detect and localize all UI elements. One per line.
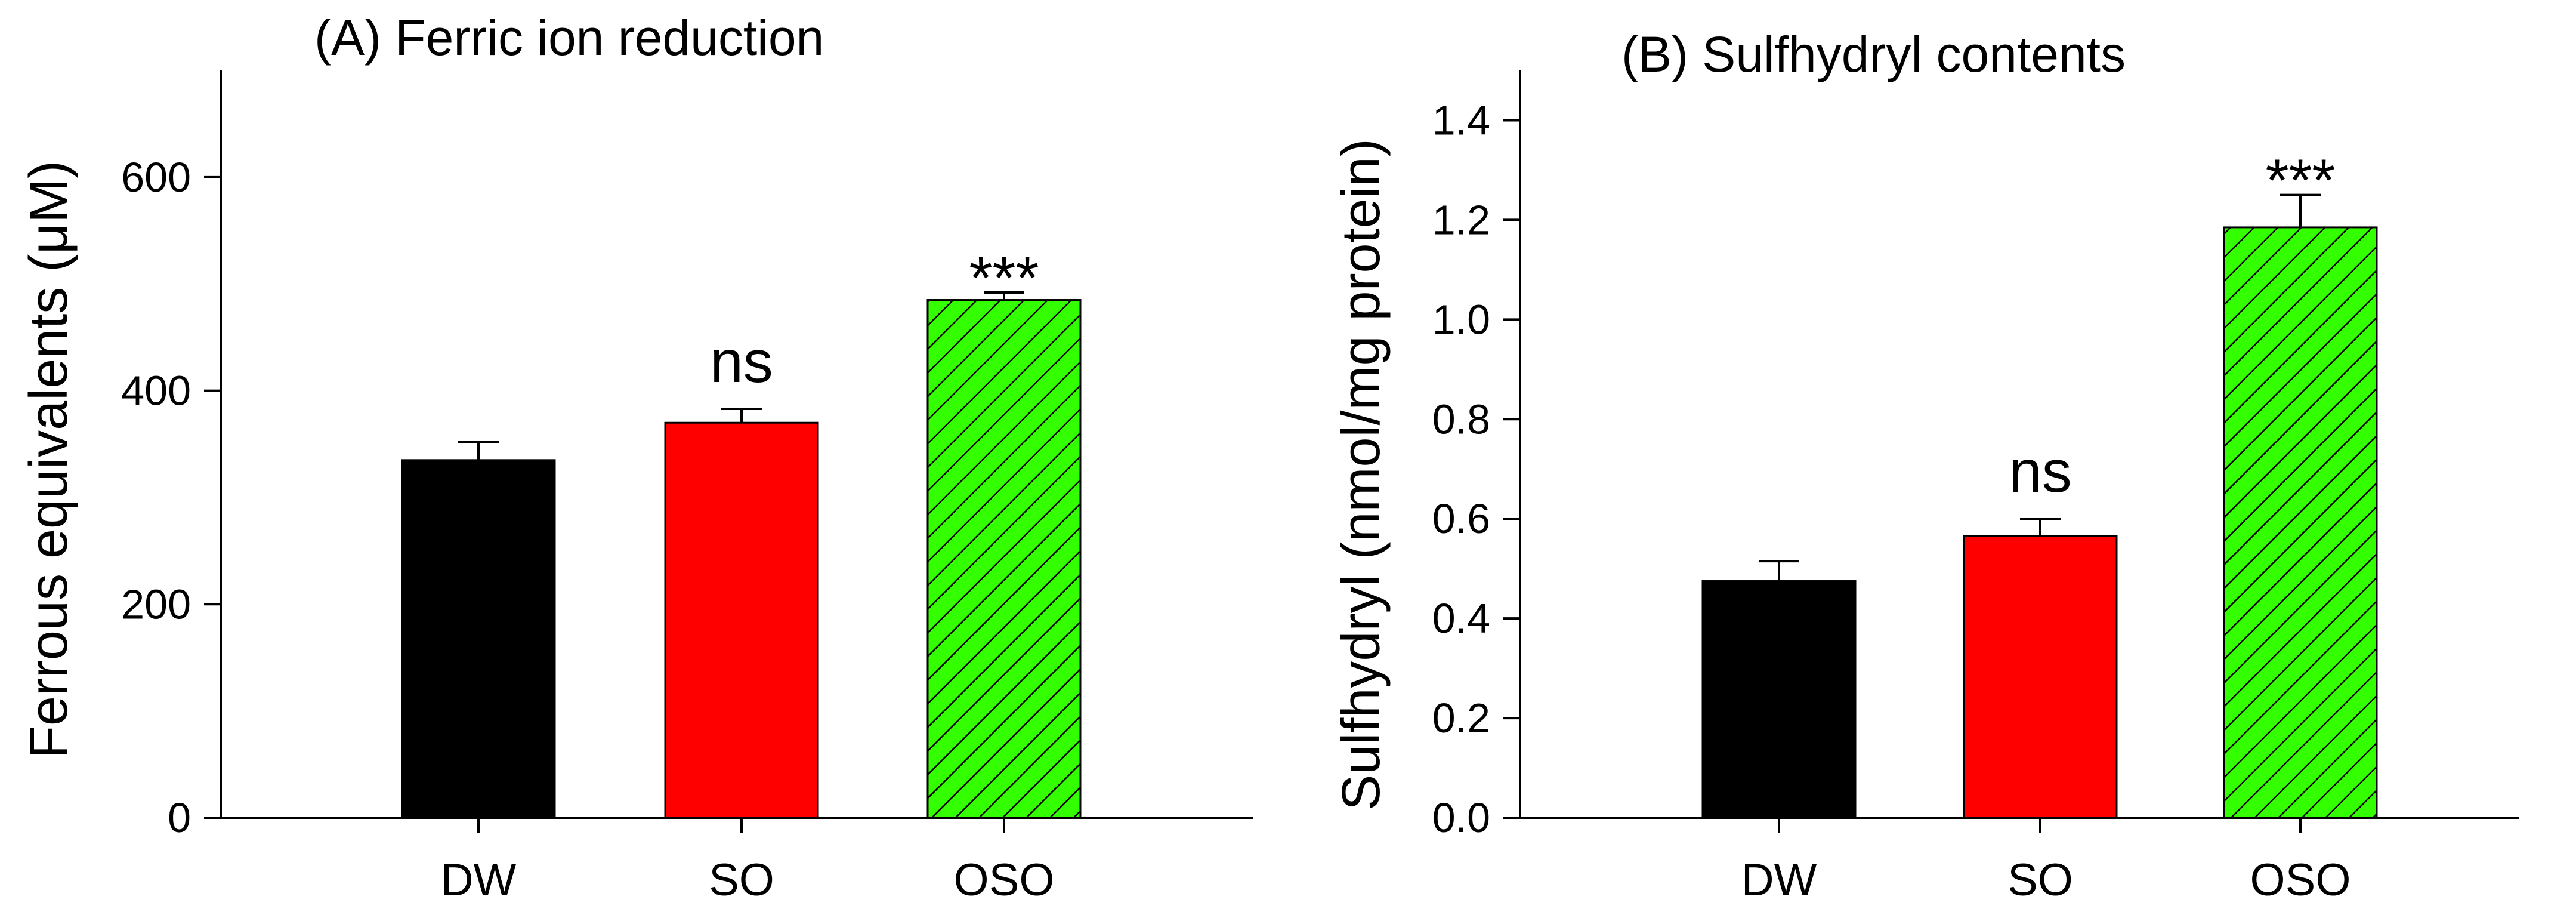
- panel-a-category-label-dw: DW: [441, 855, 517, 905]
- panel-a-plot-area: 0 200 400 600 DW SO ns OSO ***: [121, 70, 1253, 905]
- panel-a-title: (A) Ferric ion reduction: [314, 10, 824, 66]
- panel-b-significance-so: ns: [2009, 438, 2072, 505]
- panel-b-category-label-dw: DW: [1741, 855, 1817, 905]
- panel-b-category-label-oso: OSO: [2250, 855, 2351, 905]
- panel-a-y-axis-label: Ferrous equivalents (μM): [19, 161, 79, 759]
- panel-b-y-tick-label: 0.2: [1432, 695, 1490, 741]
- panel-a-significance-oso: ***: [969, 245, 1039, 312]
- panel-b-plot-area: 0.0 0.2 0.4 0.6 0.8 1.0 1.2 1.4 DW SO ns OSO ***: [1432, 70, 2519, 905]
- panel-a: (A) Ferric ion reduction Ferrous equival…: [19, 10, 1253, 905]
- panel-a-y-tick-label: 200: [121, 581, 191, 627]
- panel-a-y-tick-label: 600: [121, 154, 191, 201]
- panel-a-category-label-oso: OSO: [954, 855, 1055, 905]
- panel-b-significance-oso: ***: [2266, 147, 2336, 214]
- panel-a-bar-dw: [401, 459, 556, 819]
- panel-b-bar-so: [1963, 535, 2118, 819]
- panel-b-y-tick-label: 1.2: [1432, 196, 1490, 243]
- panel-b-y-tick-label: 0.6: [1432, 495, 1490, 542]
- panel-b-y-tick-label: 0.0: [1432, 794, 1490, 841]
- panel-b-y-tick-label: 0.4: [1432, 595, 1490, 642]
- panel-b-y-tick-label: 0.8: [1432, 396, 1490, 442]
- panel-b: (B) Sulfhydryl contents Sulfhydryl (nmol…: [1332, 26, 2519, 905]
- panel-b-category-label-so: SO: [2007, 855, 2073, 905]
- panel-a-bar-oso: [926, 299, 1082, 819]
- panel-a-bar-so: [664, 421, 819, 819]
- panel-a-y-tick-label: 400: [121, 368, 191, 414]
- panel-b-y-tick-label: 1.4: [1432, 97, 1490, 143]
- panel-b-bar-oso: [2223, 226, 2378, 819]
- panel-b-title: (B) Sulfhydryl contents: [1621, 26, 2126, 82]
- panel-a-y-tick-label: 0: [168, 794, 191, 841]
- panel-b-y-tick-label: 1.0: [1432, 296, 1490, 343]
- panel-a-significance-so: ns: [710, 328, 773, 395]
- panel-a-category-label-so: SO: [709, 855, 774, 905]
- panel-b-y-axis-label: Sulfhydryl (nmol/mg protein): [1332, 138, 1391, 810]
- panel-b-bar-dw: [1701, 580, 1857, 819]
